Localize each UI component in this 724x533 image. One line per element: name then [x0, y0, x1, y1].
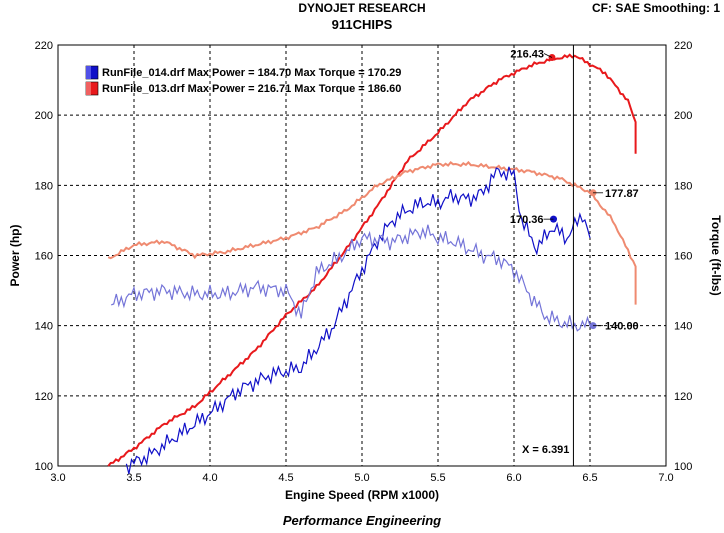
- annotation-value: 140.00: [605, 321, 639, 333]
- series-line-runfile_013-torque: [107, 160, 637, 305]
- x-tick-label: 6.0: [506, 472, 521, 484]
- series-line-runfile_014-torque: [110, 224, 591, 332]
- x-tick-label: 4.5: [278, 472, 293, 484]
- legend-entry: RunFile_014.drf Max Power = 184.70 Max T…: [102, 67, 401, 79]
- annotation-value: 177.87: [605, 188, 639, 200]
- x-tick-label: 3.0: [50, 472, 65, 484]
- footer-label: Performance Engineering: [282, 513, 442, 528]
- annotation-leader: [543, 53, 553, 58]
- x-tick-label: 3.5: [126, 472, 141, 484]
- chart-title: DYNOJET RESEARCH: [298, 1, 426, 15]
- x-tick-label: 5.0: [354, 472, 369, 484]
- y-tick-label: 220: [35, 40, 53, 52]
- legend-entry: RunFile_013.drf Max Power = 216.71 Max T…: [102, 83, 401, 95]
- chart-subtitle: 911CHIPS: [331, 17, 393, 32]
- y-tick-label: 180: [35, 180, 53, 192]
- y2-tick-label: 140: [674, 321, 692, 333]
- y2-tick-label: 180: [674, 180, 692, 192]
- x-tick-label: 7.0: [658, 472, 673, 484]
- legend-swatch-highlight: [86, 66, 91, 79]
- y-tick-label: 120: [35, 391, 53, 403]
- series-line-runfile_014-power: [125, 166, 591, 474]
- y-tick-label: 140: [35, 321, 53, 333]
- y-tick-label: 100: [35, 461, 53, 473]
- y2-tick-label: 100: [674, 461, 692, 473]
- annotation-value: 170.36: [510, 214, 544, 226]
- y2-tick-label: 120: [674, 391, 692, 403]
- x-tick-label: 5.5: [430, 472, 445, 484]
- y2-axis-label: Torque (ft-lbs): [709, 215, 723, 295]
- y-axis-label: Power (hp): [8, 224, 22, 286]
- y2-tick-label: 160: [674, 251, 692, 263]
- cf-smoothing-label: CF: SAE Smoothing: 1: [592, 1, 720, 15]
- y2-tick-label: 220: [674, 40, 692, 52]
- legend-swatch-highlight: [86, 82, 91, 95]
- x-tick-label: 4.0: [202, 472, 217, 484]
- annotation-value: 216.43: [510, 49, 544, 61]
- x-axis-label: Engine Speed (RPM x1000): [285, 488, 439, 502]
- cursor-label: X = 6.391: [522, 444, 569, 456]
- y-tick-label: 160: [35, 251, 53, 263]
- x-tick-label: 6.5: [582, 472, 597, 484]
- y2-tick-label: 200: [674, 110, 692, 122]
- y-tick-label: 200: [35, 110, 53, 122]
